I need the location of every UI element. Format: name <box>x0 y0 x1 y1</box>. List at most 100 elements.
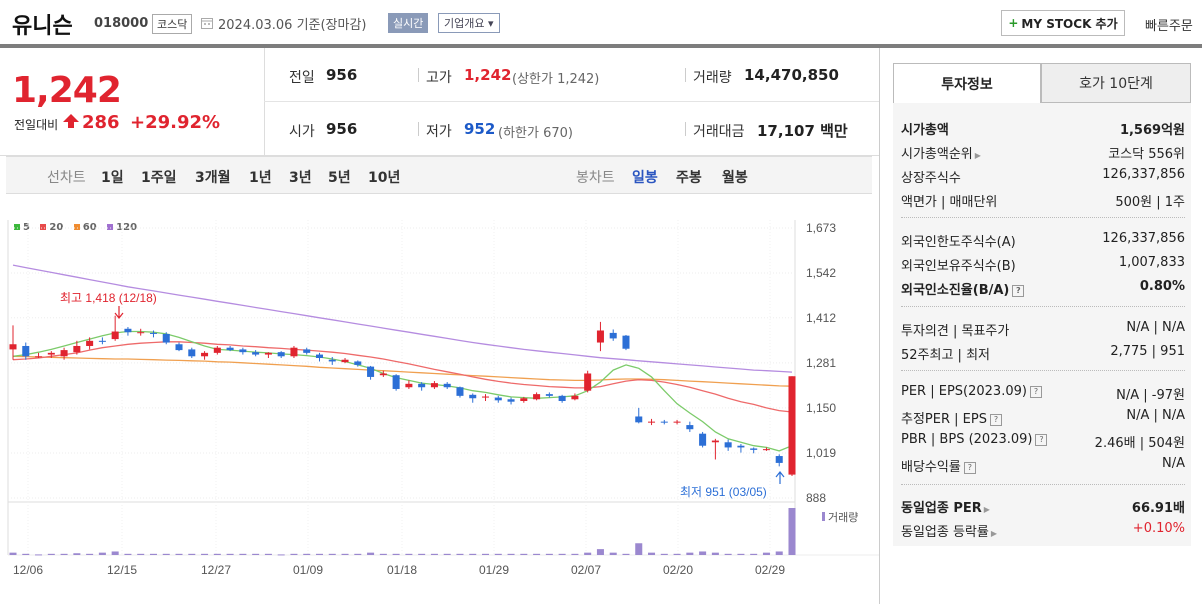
info-row: 외국인한도주식수(A) 126,337,856 <box>901 231 1185 251</box>
volume-bar <box>354 553 362 555</box>
candle-body <box>494 397 502 401</box>
volume-bar <box>673 553 681 555</box>
company-overview-dropdown[interactable]: 기업개요 ▾ <box>438 13 500 33</box>
info-key: 배당수익률? <box>901 456 976 475</box>
candle-body <box>367 366 375 377</box>
up-arrow-icon <box>63 114 79 128</box>
info-row: PER | EPS(2023.09)? N/A | -97원 <box>901 384 1185 404</box>
change-label: 전일대비 <box>14 118 59 132</box>
info-key: 동일업종 등락률 ▶ <box>901 525 998 540</box>
x-tick-label: 12/06 <box>13 563 43 577</box>
volume-bar <box>149 553 157 555</box>
info-row: 외국인소진율(B/A)? 0.80% <box>901 279 1185 299</box>
volume-bar <box>405 553 413 555</box>
period-1w[interactable]: 1주일 <box>141 170 177 186</box>
period-5y[interactable]: 5년 <box>328 170 351 186</box>
x-tick-label: 01/18 <box>387 563 417 577</box>
info-row[interactable]: 시가총액순위 ▶ 코스닥 556위 <box>901 143 1185 163</box>
candle-body <box>86 340 94 346</box>
info-value: 코스닥 556위 <box>1108 147 1185 162</box>
info-value: 1,007,833 <box>1118 255 1185 270</box>
divider <box>685 122 686 136</box>
info-row[interactable]: 동일업종 등락률 ▶ +0.10% <box>901 521 1185 541</box>
candle-body <box>379 373 387 376</box>
volume-bar <box>584 552 592 555</box>
divider <box>264 101 880 102</box>
low-annotation: 최저 951 (03/05) <box>680 485 767 499</box>
candle-body <box>750 448 758 450</box>
candle-body <box>175 344 183 351</box>
help-icon[interactable]: ? <box>1029 385 1042 398</box>
period-3y[interactable]: 3년 <box>289 170 312 186</box>
help-icon[interactable]: ? <box>989 413 1002 426</box>
high-label: 고가 <box>426 70 452 86</box>
ma20-line <box>12 341 793 413</box>
candle-monthly[interactable]: 월봉 <box>722 170 748 186</box>
info-key: 시가총액순위 ▶ <box>901 147 981 162</box>
period-1y[interactable]: 1년 <box>249 170 272 186</box>
info-key: 외국인소진율(B/A)? <box>901 279 1025 298</box>
info-row: 외국인보유주식수(B) 1,007,833 <box>901 255 1185 275</box>
info-row: PBR | BPS (2023.09)? 2.46배 | 504원 <box>901 432 1185 452</box>
info-row: 시가총액 1,569억원 <box>901 119 1185 139</box>
my-stock-add-button[interactable]: + MY STOCK 추가 <box>1001 10 1125 36</box>
quote-summary <box>0 48 880 156</box>
info-key: 외국인보유주식수(B) <box>901 259 1016 274</box>
x-tick-label: 02/07 <box>571 563 601 577</box>
realtime-button[interactable]: 실시간 <box>388 13 429 33</box>
candle-body <box>481 396 490 398</box>
legend-swatch <box>40 224 47 230</box>
volume-bar <box>520 553 528 555</box>
quick-order-button[interactable]: 빠른주문 <box>1145 19 1193 34</box>
candle-daily[interactable]: 일봉 <box>632 170 658 186</box>
volume-bar <box>111 551 119 555</box>
price-chart[interactable]: 1,673 1,542 1,412 1,281 1,150 1,019 888 12/06 12… <box>0 196 880 604</box>
candle-body <box>328 359 336 362</box>
y-tick-label: 1,673 <box>806 221 836 235</box>
candle-body <box>226 347 234 351</box>
info-row[interactable]: 동일업종 PER ▶ 66.91배 <box>901 497 1185 517</box>
period-1d[interactable]: 1일 <box>101 170 124 186</box>
volume-bar <box>686 552 694 555</box>
ma120-line <box>12 264 793 373</box>
candle-body <box>213 347 221 353</box>
info-value: 2,775 | 951 <box>1110 344 1185 359</box>
volume-bar <box>213 553 221 555</box>
high-arrow-icon <box>114 306 124 319</box>
low-arrow-icon <box>775 471 785 484</box>
tab-hoga-10[interactable]: 호가 10단계 <box>1041 63 1191 103</box>
period-10y[interactable]: 10년 <box>368 170 401 186</box>
legend-swatch <box>107 224 114 230</box>
volume-bar <box>533 553 541 555</box>
chart-period-toolbar: 선차트 1일 1주일 3개월 1년 3년 5년 10년 봉차트 일봉 주봉 월봉 <box>6 156 872 194</box>
volume-bar <box>47 553 55 555</box>
volume-bar <box>660 553 668 555</box>
pane-divider <box>879 48 880 604</box>
info-key: 시가총액 <box>901 123 949 138</box>
chevron-right-icon: ▶ <box>974 151 981 160</box>
volume-bar <box>456 553 464 555</box>
stock-name: 유니슨 <box>12 14 73 39</box>
volume-bar <box>73 553 81 555</box>
volume-bar <box>762 552 770 555</box>
y-tick-label: 1,150 <box>806 401 836 415</box>
volume-bar <box>507 553 515 555</box>
help-icon[interactable]: ? <box>963 461 976 474</box>
candle-body <box>737 445 745 448</box>
candle-body <box>315 354 324 359</box>
volume-bar <box>367 552 375 555</box>
candle-body <box>290 347 298 357</box>
info-key: 외국인한도주식수(A) <box>901 235 1016 250</box>
help-icon[interactable]: ? <box>1035 433 1048 446</box>
candle-weekly[interactable]: 주봉 <box>676 170 702 186</box>
info-value: 1,569억원 <box>1119 123 1185 138</box>
help-icon[interactable]: ? <box>1012 284 1025 297</box>
y-tick-label: 1,542 <box>806 266 836 280</box>
candle-body <box>137 332 145 334</box>
info-value: 126,337,856 <box>1102 231 1185 246</box>
tab-invest-info[interactable]: 투자정보 <box>893 63 1041 103</box>
candle-body <box>73 345 81 353</box>
period-3m[interactable]: 3개월 <box>195 170 231 186</box>
candle-body <box>711 440 719 443</box>
info-key: 투자의견 | 목표주가 <box>901 324 1010 339</box>
